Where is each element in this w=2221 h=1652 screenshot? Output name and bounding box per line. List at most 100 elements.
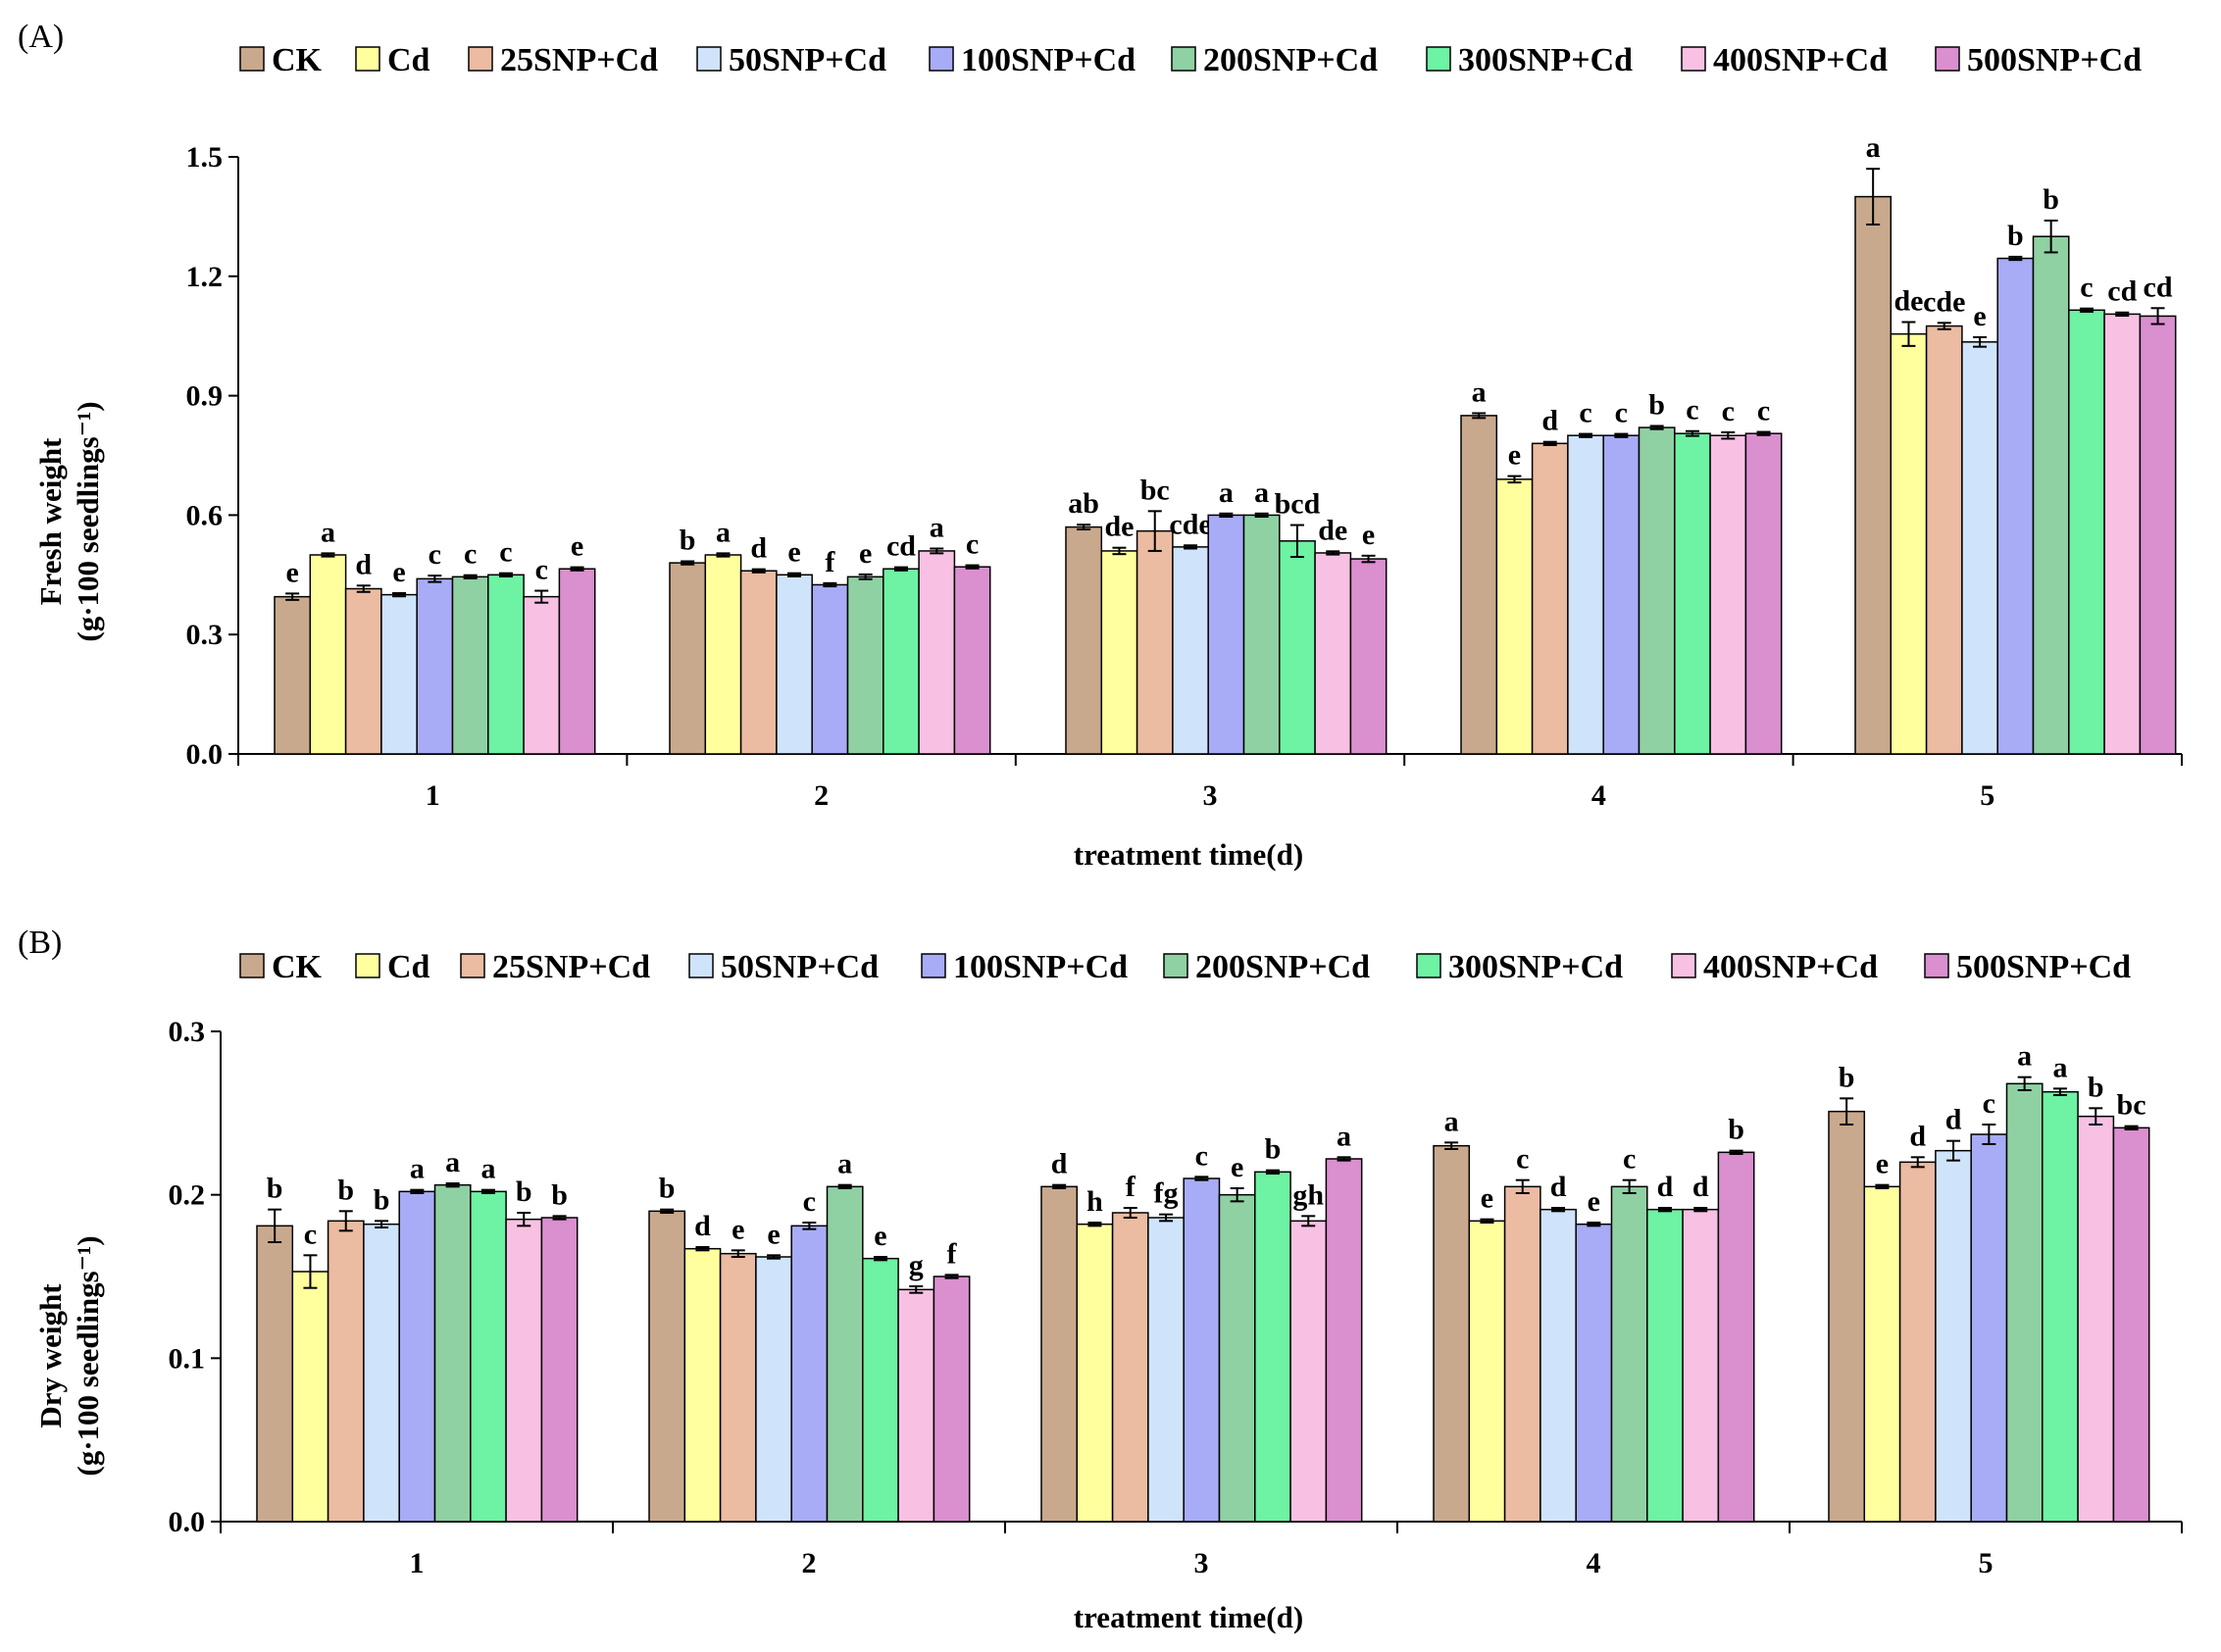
panel-b-significance-letter: e — [1588, 1185, 1600, 1218]
panel-a-significance-letter: cde — [1169, 508, 1211, 540]
panel-a-bar — [1674, 432, 1711, 755]
panel-a-bar — [1744, 432, 1783, 755]
panel-a-significance-letter: c — [1722, 395, 1735, 427]
panel-a-x-tick-label: 1 — [426, 779, 440, 812]
panel-a-bar — [1460, 415, 1498, 755]
panel-b-significance-letter: b — [1265, 1133, 1282, 1166]
panel-b-bar — [1218, 1193, 1256, 1523]
panel-a-legend-swatch-0 — [239, 46, 265, 72]
panel-a-significance-letter: c — [535, 554, 548, 586]
panel-a-bar — [953, 566, 991, 755]
panel-a-bar — [274, 595, 312, 755]
panel-a-bar — [487, 574, 525, 755]
panel-a-significance-letter: bc — [1140, 474, 1170, 506]
panel-a-legend-label-6: 300SNP+Cd — [1458, 42, 1633, 78]
panel-a-bar — [1567, 434, 1604, 755]
panel-a-significance-letter: e — [285, 556, 298, 588]
panel-b-significance-letter: c — [1983, 1087, 1995, 1120]
panel-a-bar — [883, 568, 920, 755]
panel-b-legend-swatch-3 — [688, 953, 714, 978]
panel-b-significance-letter: e — [1876, 1148, 1889, 1180]
panel-b-bar — [1898, 1161, 1937, 1523]
panel-a-x-tick-label: 5 — [1980, 779, 1994, 812]
panel-a-significance-letter: b — [2043, 183, 2059, 216]
panel-a-bar — [2032, 235, 2070, 755]
panel-a-bar — [846, 576, 884, 755]
panel-a-significance-letter: c — [499, 536, 512, 569]
panel-b-bar — [1863, 1185, 1901, 1523]
panel-a-bar — [1100, 550, 1138, 755]
panel-b-bar — [755, 1256, 792, 1523]
panel-b-x-tick-label: 5 — [1979, 1547, 1994, 1579]
panel-a-legend: CK Cd 25SNP+Cd 50SNP+Cd 100SNP+Cd 200SNP+Cd 30… — [239, 42, 2142, 78]
panel-b-bar — [897, 1288, 935, 1523]
panel-a-legend-swatch-7 — [1681, 46, 1706, 72]
panel-b-bar — [1646, 1208, 1684, 1523]
panel-b-significance-letter: e — [732, 1213, 744, 1245]
panel-b-bar — [1111, 1212, 1149, 1523]
panel-b-significance-letter: a — [837, 1148, 852, 1180]
panel-a-bar — [2103, 313, 2142, 755]
panel-b-bar — [862, 1257, 899, 1523]
panel-b-bar — [2112, 1126, 2150, 1523]
panel-a-y-tick-label: 0.6 — [186, 499, 224, 531]
panel-a-legend-label-1: Cd — [387, 42, 430, 78]
panel-b-bar — [1076, 1223, 1114, 1523]
panel-b-significance-letter: c — [803, 1185, 816, 1218]
panel-b-bar — [1828, 1110, 1866, 1523]
panel-b-bar — [933, 1276, 971, 1523]
panel-a-bar — [1242, 514, 1281, 755]
panel-b-label: (B) — [18, 925, 62, 961]
panel-b-significance-letter: b — [1728, 1114, 1744, 1146]
panel-a-bar — [776, 574, 813, 755]
panel-b-x-tick-label: 1 — [410, 1547, 425, 1579]
panel-b-bar — [719, 1252, 757, 1523]
panel-b-x-tick-label: 2 — [802, 1547, 817, 1579]
panel-b-legend-label-2: 25SNP+Cd — [492, 949, 650, 985]
panel-a-significance-letter: e — [787, 536, 800, 569]
panel-b-bar — [291, 1271, 329, 1523]
panel-a-bar — [1854, 195, 1893, 755]
panel-a-bar — [1996, 257, 2035, 755]
panel-a-significance-letter: a — [1254, 476, 1269, 509]
panel-b-bar — [683, 1247, 722, 1523]
panel-a-significance-letter: d — [1541, 405, 1558, 437]
panel-b-significance-letter: d — [1550, 1171, 1567, 1203]
panel-b-bar — [826, 1185, 864, 1523]
panel-a-legend-swatch-2 — [468, 46, 493, 72]
panel-b-bar — [1289, 1220, 1328, 1523]
panel-a-significance-letter: e — [1508, 439, 1521, 472]
panel-a-y-axis-title: Fresh weight (g·100 seedlings⁻¹) — [33, 401, 105, 641]
panel-a-bar — [451, 576, 489, 755]
panel-b-significance-letter: a — [2017, 1040, 2032, 1073]
panel-a-y-title-line1: Fresh weight — [33, 437, 68, 605]
panel-a-bar — [1495, 478, 1534, 755]
panel-a-bar — [704, 554, 742, 755]
panel-b-significance-letter: d — [1657, 1171, 1674, 1203]
panel-a-significance-letter: c — [464, 538, 477, 571]
panel-b-legend-swatch-8 — [1924, 953, 1949, 978]
panel-b-significance-letter: d — [1692, 1171, 1709, 1203]
panel-b-bar — [1503, 1185, 1541, 1523]
panel-a-significance-letter: cd — [2107, 275, 2137, 308]
panel-b-significance-letter: b — [551, 1178, 568, 1211]
panel-a-y-tick-label: 1.5 — [186, 141, 224, 174]
panel-b-bar — [540, 1217, 579, 1523]
panel-b-bar — [648, 1210, 686, 1523]
panel-b-significance-letter: b — [659, 1173, 676, 1205]
panel-b-bar — [1970, 1133, 2008, 1523]
panel-b-significance-letter: gh — [1292, 1178, 1324, 1211]
panel-a-legend-swatch-4 — [929, 46, 954, 72]
panel-a-bar — [1890, 332, 1928, 755]
panel-a-legend-label-0: CK — [272, 42, 323, 78]
panel-b-legend-swatch-7 — [1671, 953, 1696, 978]
panel-a-significance-letter: a — [930, 512, 944, 544]
panel-a-x-tick-label: 2 — [814, 779, 829, 812]
panel-b-bar — [363, 1223, 400, 1523]
panel-b-legend-swatch-0 — [239, 953, 265, 978]
panel-a-y-tick-label: 0.3 — [186, 619, 224, 651]
panel-a-bar — [1709, 434, 1747, 755]
panel-b-x-axis-title: treatment time(d) — [1074, 1600, 1303, 1634]
panel-a-legend-swatch-6 — [1426, 46, 1451, 72]
